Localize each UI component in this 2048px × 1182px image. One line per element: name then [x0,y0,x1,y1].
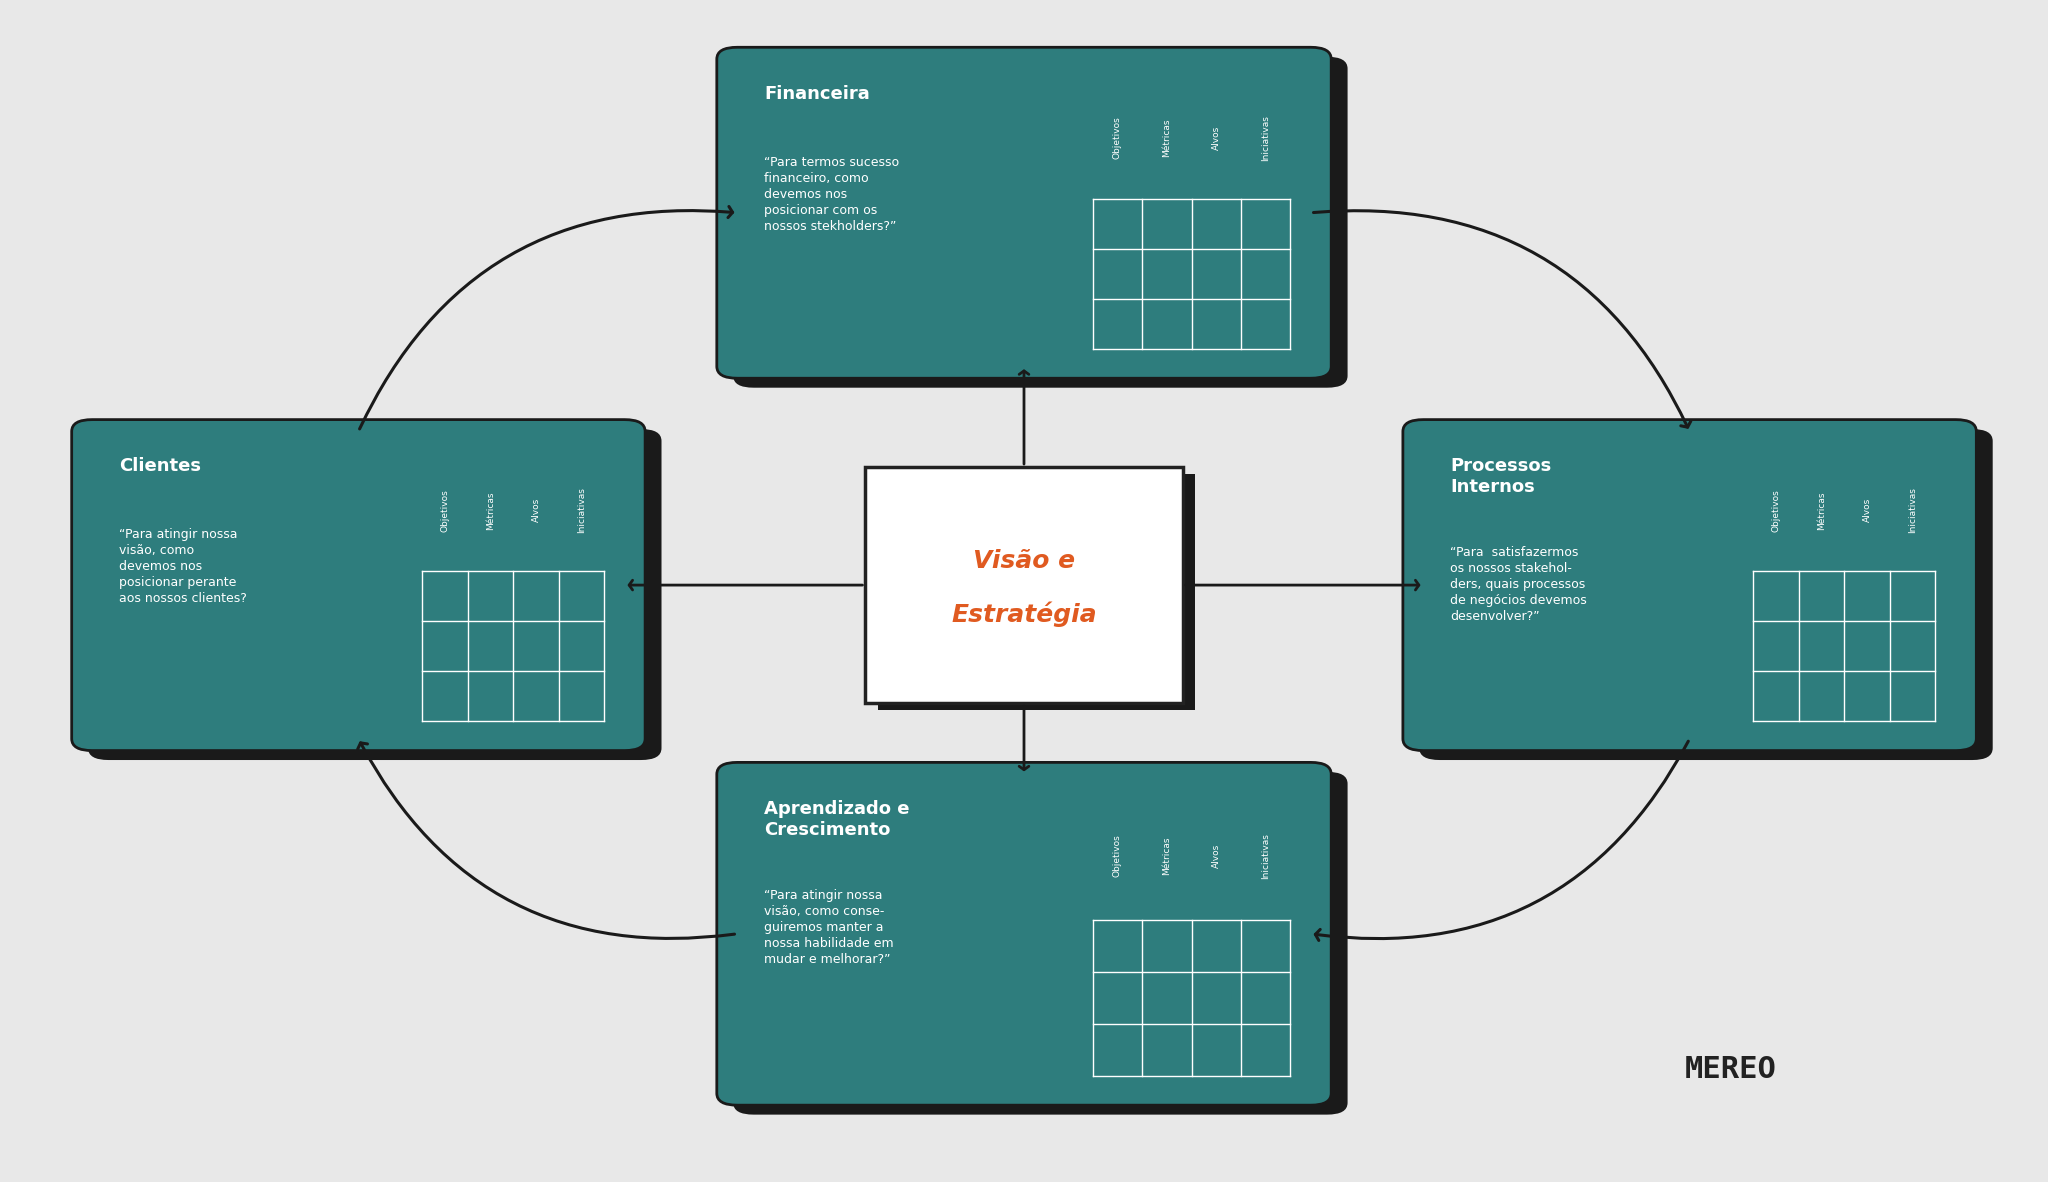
Text: Estratégia: Estratégia [950,602,1098,628]
Text: Visão e: Visão e [973,550,1075,573]
Text: “Para  satisfazermos
os nossos stakehol-
ders, quais processos
de negócios devem: “Para satisfazermos os nossos stakehol- … [1450,546,1587,623]
Text: Métricas: Métricas [1163,837,1171,875]
Text: Métricas: Métricas [1817,491,1827,530]
Text: “Para atingir nossa
visão, como conse-
guiremos manter a
nossa habilidade em
mud: “Para atingir nossa visão, como conse- g… [764,889,893,966]
Text: Alvos: Alvos [1864,498,1872,522]
Text: “Para termos sucesso
financeiro, como
devemos nos
posicionar com os
nossos stekh: “Para termos sucesso financeiro, como de… [764,156,899,233]
Text: Iniciativas: Iniciativas [1262,115,1270,161]
Text: Objetivos: Objetivos [1112,834,1122,877]
FancyBboxPatch shape [877,474,1196,710]
Text: Métricas: Métricas [485,491,496,530]
Text: Processos
Internos: Processos Internos [1450,457,1550,496]
Text: Clientes: Clientes [119,457,201,475]
FancyBboxPatch shape [88,429,662,760]
Text: Iniciativas: Iniciativas [1262,833,1270,878]
FancyBboxPatch shape [717,762,1331,1105]
Text: Financeira: Financeira [764,85,870,103]
FancyBboxPatch shape [1419,429,1993,760]
Text: Aprendizado e
Crescimento: Aprendizado e Crescimento [764,800,909,839]
FancyBboxPatch shape [864,467,1184,703]
Text: Objetivos: Objetivos [1772,489,1780,532]
Text: Objetivos: Objetivos [440,489,449,532]
Text: Alvos: Alvos [1212,125,1221,150]
FancyBboxPatch shape [717,47,1331,378]
FancyBboxPatch shape [733,772,1348,1115]
Text: Iniciativas: Iniciativas [1909,487,1917,533]
Text: Métricas: Métricas [1163,118,1171,157]
FancyBboxPatch shape [72,420,645,751]
Text: MEREO: MEREO [1686,1056,1776,1084]
Text: “Para atingir nossa
visão, como
devemos nos
posicionar perante
aos nossos client: “Para atingir nossa visão, como devemos … [119,528,246,605]
Text: Objetivos: Objetivos [1112,117,1122,160]
Text: Alvos: Alvos [532,498,541,522]
FancyBboxPatch shape [733,57,1348,388]
Text: Iniciativas: Iniciativas [578,487,586,533]
Text: Alvos: Alvos [1212,844,1221,868]
FancyBboxPatch shape [1403,420,1976,751]
